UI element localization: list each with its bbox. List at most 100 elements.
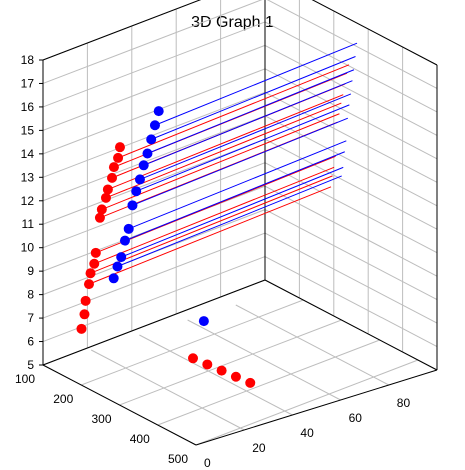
data-point [127, 200, 138, 211]
vertical-axis-tick-label: 16 [21, 100, 35, 114]
grid-line-floor [139, 334, 293, 416]
vertical-axis-tick-label: 18 [21, 53, 35, 67]
data-point [108, 162, 119, 173]
axis-frame-edge [311, 0, 438, 66]
axis-frame-edge [42, 0, 202, 61]
vertical-axis-tick-label: 12 [21, 194, 35, 208]
data-point [107, 172, 118, 183]
data-stem [147, 69, 355, 154]
data-stem [143, 80, 353, 166]
grid-line-right-wall [266, 0, 438, 89]
axis-frame-edge [264, 279, 438, 371]
left-axis-tick-label: 100 [15, 372, 35, 386]
grid-line-floor [119, 319, 342, 406]
grid-line-floor [187, 319, 341, 401]
grid-line-right-wall [264, 185, 438, 277]
left-axis-tick-label: 300 [91, 412, 111, 426]
left-axis-tick-label: 400 [130, 432, 150, 446]
grid-line-right-wall [264, 256, 438, 347]
grid-line-left-wall [42, 256, 266, 343]
grid-line-left-wall [42, 232, 266, 319]
data-stem [88, 186, 332, 285]
grid-line-floor [157, 339, 380, 426]
data-stem [117, 175, 342, 267]
grid-line-right-wall [264, 44, 438, 136]
data-point [114, 142, 125, 153]
data-stem [154, 42, 358, 126]
vertical-axis-tick-label: 8 [27, 288, 34, 302]
grid-line-floor [90, 349, 245, 431]
data-stem [101, 113, 340, 210]
data-stem [132, 117, 349, 206]
data-point [76, 323, 87, 334]
data-stem [117, 64, 350, 159]
data-stem [105, 102, 342, 199]
right-axis-tick-label: 0 [204, 456, 211, 470]
vertical-axis-tick-label: 7 [27, 311, 34, 325]
grid-line-floor [81, 299, 304, 386]
data-point [146, 134, 157, 145]
grid-line-right-wall [264, 115, 438, 207]
right-axis-tick-label: 60 [349, 411, 363, 425]
data-stem [124, 151, 345, 242]
grid-line-left-wall [42, 115, 266, 202]
vertical-axis-tick-label: 6 [27, 335, 34, 349]
left-axis-tick-label: 200 [53, 392, 73, 406]
data-point [96, 204, 107, 215]
data-point [100, 192, 111, 203]
data-point [80, 295, 91, 306]
data-point [123, 223, 134, 234]
data-point [188, 353, 198, 364]
grid-line-left-wall [42, 138, 266, 225]
grid-line-left-wall [42, 162, 266, 249]
vertical-axis-tick-label: 13 [21, 170, 35, 184]
data-point [202, 359, 213, 370]
data-stem [94, 166, 335, 265]
grid-line-left-wall [42, 21, 266, 108]
grid-line-right-wall [264, 91, 438, 183]
data-point [102, 184, 113, 195]
grid-line-left-wall [42, 0, 202, 61]
grid-line-right-wall [264, 209, 438, 301]
grid-line-floor [235, 304, 390, 386]
axis-frame-edge [42, 364, 197, 446]
data-stem [151, 56, 356, 140]
vertical-axis-tick-label: 10 [21, 241, 35, 255]
vertical-axis-tick-label: 9 [27, 264, 34, 278]
data-point [79, 309, 90, 320]
axis-frame-edge [195, 369, 438, 446]
data-stem [90, 175, 333, 274]
data-point [119, 235, 130, 246]
vertical-axis-tick-label: 15 [21, 123, 35, 137]
grid-line-right-wall [264, 21, 438, 113]
grid-line-left-wall [42, 0, 263, 84]
data-point [131, 186, 142, 197]
right-axis-tick-label: 20 [252, 441, 266, 455]
data-point [112, 261, 123, 272]
data-point [94, 212, 105, 223]
data-point [85, 268, 96, 279]
left-axis-tick-label: 500 [168, 452, 188, 466]
data-point [134, 174, 145, 185]
grid-line-left-wall [42, 44, 266, 131]
right-axis-tick-label: 40 [300, 426, 314, 440]
data-point [89, 258, 100, 269]
right-axis-tick-label: 80 [397, 396, 411, 410]
axis-frame-edge [42, 279, 266, 366]
data-point [149, 120, 160, 131]
grid-line-right-wall [264, 162, 438, 254]
vertical-axis-tick-label: 5 [27, 358, 34, 372]
grid-line-right-wall [311, 0, 438, 66]
data-point [142, 148, 153, 159]
grid-line-floor [195, 359, 419, 446]
vertical-axis-tick-label: 14 [21, 147, 35, 161]
data-point [245, 377, 256, 388]
data-point [116, 252, 127, 263]
data-point [153, 106, 164, 117]
data-stem [136, 104, 350, 192]
grid-line-right-wall [264, 68, 438, 160]
data-stem [121, 166, 344, 258]
data-stem [139, 93, 352, 180]
